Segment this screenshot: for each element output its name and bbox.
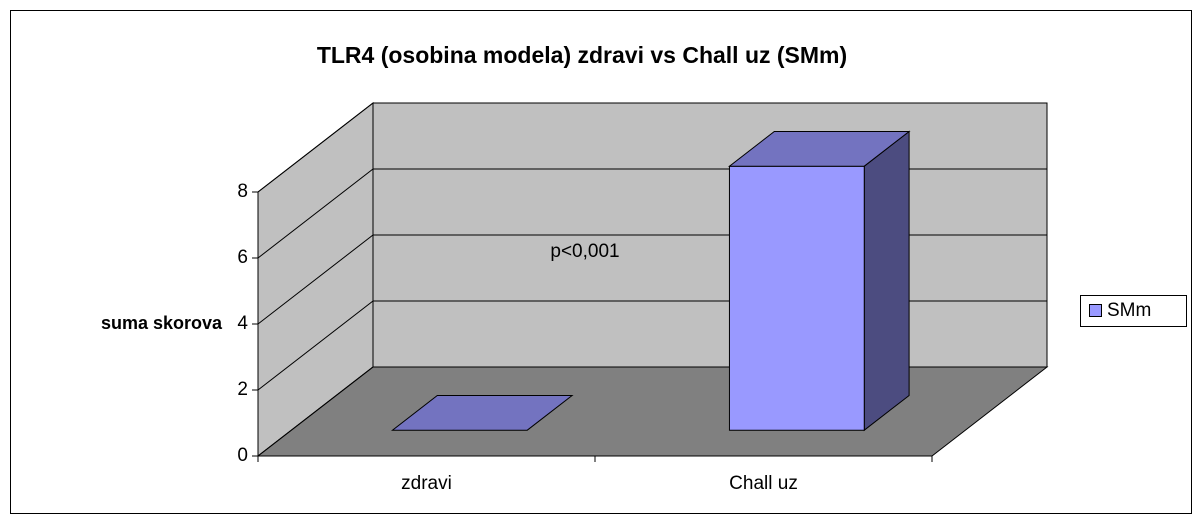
legend-label: SMm xyxy=(1107,300,1151,321)
bar-front xyxy=(728,165,865,431)
chart-title: TLR4 (osobina modela) zdravi vs Chall uz… xyxy=(317,42,847,68)
y-tick-label: 0 xyxy=(237,445,248,466)
bar xyxy=(390,394,574,431)
floor xyxy=(256,366,1049,457)
y-tick-label: 6 xyxy=(237,247,248,268)
y-tick-label: 8 xyxy=(237,181,248,202)
annotation: p<0,001 xyxy=(550,241,619,262)
grid-line xyxy=(257,102,1047,193)
legend-swatch xyxy=(1089,304,1102,317)
bar xyxy=(727,130,911,432)
bar-top xyxy=(727,130,911,167)
y-tick-label: 4 xyxy=(237,313,248,334)
x-tick-label: zdravi xyxy=(401,473,452,494)
x-tick-label: Chall uz xyxy=(729,473,798,494)
y-axis-label: suma skorova xyxy=(101,313,223,333)
y-tick-label: 2 xyxy=(237,379,248,400)
bar-top xyxy=(390,394,574,431)
bar-side xyxy=(863,130,910,432)
plot-area xyxy=(252,101,1049,462)
